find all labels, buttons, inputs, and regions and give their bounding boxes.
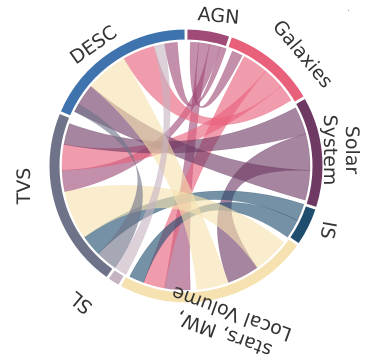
group-label-is: IS (316, 219, 341, 240)
group-label-solar-line: Solar (341, 126, 363, 175)
chord-solar-desc (74, 85, 311, 201)
group-label-solar-line: System (319, 115, 341, 186)
group-label-galaxies: Galaxies (268, 16, 337, 93)
chords-layer (61, 41, 311, 291)
chord-sl-desc (114, 43, 171, 275)
group-arc-is (289, 205, 317, 245)
group-arc-tvs (48, 112, 114, 279)
group-label-solar: SolarSystem (319, 115, 363, 186)
chord-solar-tvs (63, 107, 307, 154)
chord-agn-desc (164, 41, 227, 107)
corner-mark: · (347, 6, 350, 17)
group-label-tvs: TVS (13, 168, 35, 206)
group-arc-sl (107, 269, 125, 287)
arcs-layer (48, 28, 324, 304)
group-arc-stars (119, 238, 299, 304)
chord-tvs-desc (74, 103, 143, 268)
group-arc-agn (186, 28, 231, 48)
group-arc-solar (294, 97, 324, 209)
group-label-sl: SL (65, 287, 97, 319)
group-arc-desc (59, 28, 186, 117)
chord-stars-desc (90, 58, 229, 290)
group-arc-galaxies (227, 36, 305, 103)
group-label-agn: AGN (197, 3, 240, 29)
